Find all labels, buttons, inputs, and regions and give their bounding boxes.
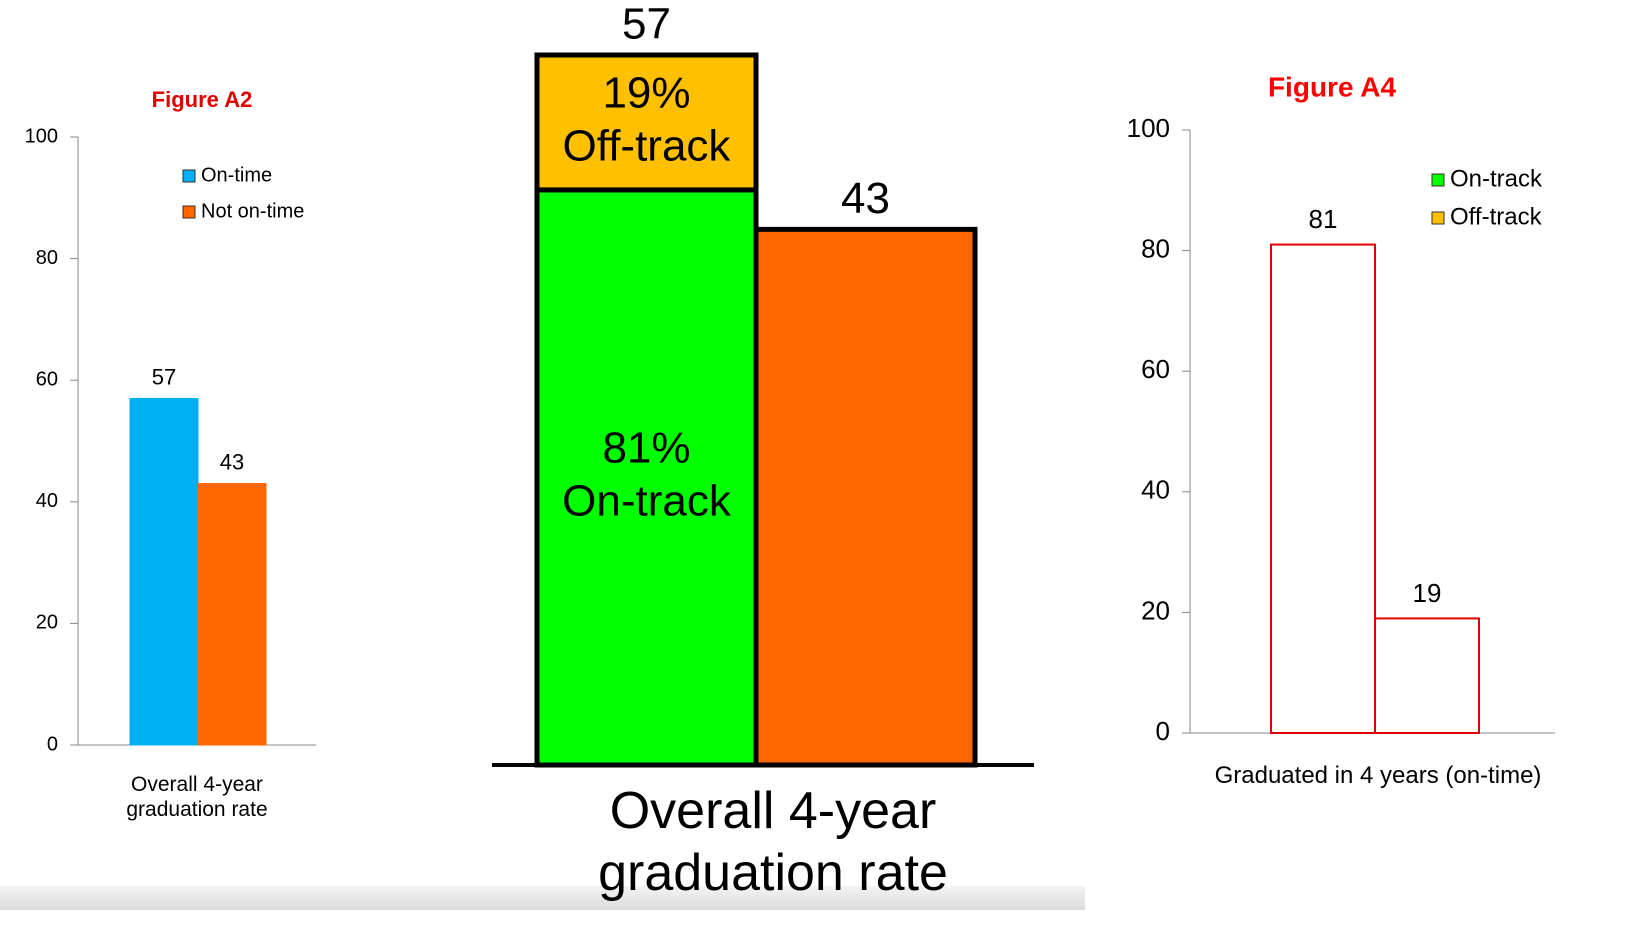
data-label: 57: [622, 0, 671, 49]
x-tick-label: Graduated in 4 years (on-time): [1214, 762, 1542, 789]
y-tick-label: 80: [1141, 233, 1170, 263]
segment-value-label: 19%: [602, 69, 690, 118]
data-label: 19: [1413, 578, 1442, 608]
legend-label: Not on-time: [201, 200, 304, 222]
footer-band: [0, 886, 1085, 910]
x-label-box: Graduated in 4 years (on-time): [1214, 762, 1542, 789]
bar: [753, 226, 978, 768]
chart-title: Figure A2: [152, 87, 253, 112]
legend-marker: [182, 169, 196, 183]
x-tick-label: Overall 4-year graduation rate: [598, 782, 948, 903]
legend-marker: [182, 205, 196, 219]
data-label: 43: [220, 450, 244, 475]
y-tick-label: 40: [1141, 475, 1170, 505]
x-label-box: Overall 4-year graduation rate: [126, 773, 268, 822]
bar-segment: [534, 52, 759, 193]
data-label: 43: [841, 174, 890, 223]
data-label: 57: [152, 364, 176, 389]
legend-marker: [1431, 173, 1445, 187]
x-label-box: Overall 4-year graduation rate: [598, 782, 948, 903]
y-tick-label: 0: [1156, 716, 1170, 746]
chart-title: Figure A4: [1268, 71, 1397, 102]
legend-marker: [1431, 211, 1445, 225]
legend-label: On-track: [1450, 165, 1543, 192]
y-tick-label: 100: [1127, 113, 1170, 143]
bar: [1374, 617, 1480, 734]
y-tick-label: 0: [47, 733, 58, 755]
segment-name: On-track: [562, 476, 732, 525]
data-label: 81: [1309, 204, 1338, 234]
bar: [129, 397, 199, 746]
legend-label: Off-track: [1450, 203, 1543, 230]
x-tick-label: Overall 4-year graduation rate: [126, 773, 268, 822]
bar: [197, 483, 267, 746]
y-tick-label: 20: [1141, 595, 1170, 625]
y-tick-label: 60: [36, 368, 58, 390]
y-tick-label: 20: [36, 612, 58, 634]
bar: [1270, 243, 1376, 734]
y-tick-label: 40: [36, 490, 58, 512]
y-tick-label: 100: [25, 125, 58, 147]
segment-name: Off-track: [563, 121, 732, 170]
y-tick-label: 60: [1141, 354, 1170, 384]
y-tick-label: 80: [36, 247, 58, 269]
bar-segment: [534, 187, 759, 768]
segment-value-label: 81%: [602, 424, 690, 473]
legend-label: On-time: [201, 164, 272, 186]
